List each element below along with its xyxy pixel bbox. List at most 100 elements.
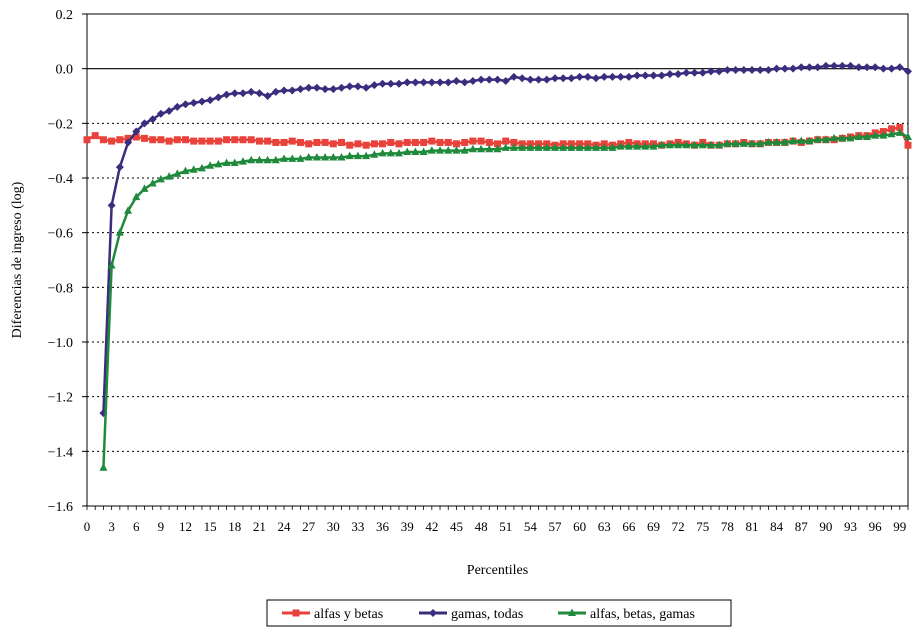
data-point <box>206 137 214 145</box>
legend-label: gamas, todas <box>451 607 523 622</box>
data-point <box>181 166 190 175</box>
data-point <box>263 155 272 164</box>
data-point <box>206 161 215 169</box>
x-tick-label: 18 <box>228 519 241 534</box>
data-point <box>247 87 256 96</box>
data-point <box>181 100 190 109</box>
x-tick-label: 39 <box>401 519 414 534</box>
legend-item: alfas, betas, gamas <box>558 607 695 622</box>
data-point <box>739 139 748 147</box>
x-tick-label: 36 <box>376 519 390 534</box>
data-point <box>329 140 337 148</box>
data-point <box>493 75 502 84</box>
y-tick-label: −0.4 <box>48 172 73 187</box>
data-point <box>165 137 173 145</box>
data-point <box>550 143 559 151</box>
data-point <box>165 172 174 180</box>
data-point <box>182 136 190 144</box>
data-point <box>797 136 806 145</box>
data-point <box>222 158 231 166</box>
data-point <box>805 63 814 72</box>
x-tick-label: 96 <box>869 519 883 534</box>
data-point <box>353 82 362 91</box>
data-point <box>518 74 527 83</box>
data-point <box>821 135 830 143</box>
data-point <box>592 143 601 151</box>
data-point <box>542 143 551 151</box>
data-point <box>731 66 740 75</box>
data-point <box>698 140 707 149</box>
data-point <box>108 137 116 145</box>
x-tick-label: 27 <box>302 519 316 534</box>
data-point <box>394 148 403 157</box>
x-tick-label: 99 <box>893 519 906 534</box>
data-point <box>772 64 781 73</box>
x-tick-label: 54 <box>524 519 538 534</box>
data-point <box>583 143 592 151</box>
data-point <box>288 86 297 95</box>
data-point <box>756 66 765 75</box>
data-point <box>116 136 124 144</box>
x-tick-label: 63 <box>598 519 611 534</box>
data-point <box>485 75 494 84</box>
data-point <box>600 143 609 151</box>
data-point <box>879 131 888 139</box>
x-tick-label: 90 <box>819 519 832 534</box>
data-point <box>165 107 174 116</box>
data-point <box>411 147 420 156</box>
data-point <box>427 78 436 87</box>
data-point <box>420 138 428 146</box>
data-point <box>329 85 338 94</box>
x-tick-label: 69 <box>647 519 660 534</box>
data-point <box>239 136 247 144</box>
data-point <box>526 75 535 84</box>
data-point <box>387 138 395 146</box>
data-point <box>378 79 387 88</box>
data-point <box>411 78 420 87</box>
data-point <box>99 463 108 471</box>
data-point <box>115 228 124 236</box>
data-point <box>247 155 256 164</box>
data-point <box>403 138 411 146</box>
data-point <box>468 76 477 85</box>
data-point <box>624 142 633 150</box>
series-line <box>102 64 909 414</box>
data-point <box>698 68 707 77</box>
data-point <box>509 72 518 81</box>
data-point <box>83 136 91 144</box>
data-point <box>222 90 231 99</box>
data-point <box>107 260 116 269</box>
data-point <box>567 74 576 83</box>
data-point <box>510 138 518 146</box>
x-tick-label: 57 <box>548 519 562 534</box>
y-tick-label: 0.2 <box>56 8 74 23</box>
data-point <box>124 206 133 214</box>
data-point <box>780 137 789 146</box>
data-point <box>904 132 912 140</box>
data-point <box>132 133 140 141</box>
data-point <box>354 140 362 148</box>
data-point <box>411 138 419 146</box>
data-point <box>805 136 814 145</box>
data-point <box>534 75 543 84</box>
x-tick-label: 93 <box>844 519 857 534</box>
data-point <box>608 143 617 151</box>
data-point <box>649 142 658 150</box>
data-point <box>419 147 428 156</box>
data-point <box>444 138 452 146</box>
data-point <box>223 136 231 144</box>
data-point <box>280 86 289 95</box>
x-tick-label: 78 <box>721 519 734 534</box>
data-point <box>485 144 494 153</box>
data-point <box>247 136 255 144</box>
data-point <box>288 154 297 162</box>
data-point <box>452 146 461 154</box>
data-point <box>600 72 609 81</box>
x-axis-ticks: 0 3 6 9 12 15 18 21 24 27 30 33 36 39 42 45 48 51 54 57 60 63… <box>84 506 909 534</box>
data-point <box>550 74 559 83</box>
data-point <box>789 64 798 73</box>
data-point <box>674 70 683 79</box>
y-tick-label: −1.6 <box>48 500 73 515</box>
x-tick-label: 30 <box>327 519 340 534</box>
data-point <box>173 169 182 177</box>
